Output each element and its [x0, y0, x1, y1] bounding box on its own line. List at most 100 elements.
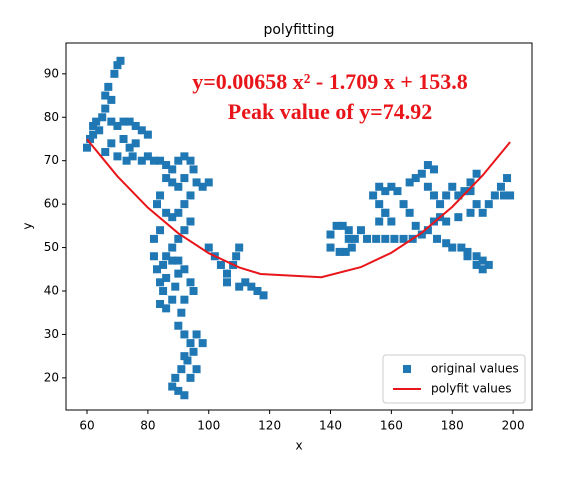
point — [149, 252, 158, 261]
point — [496, 182, 505, 191]
point — [472, 260, 481, 269]
point — [125, 143, 134, 152]
axes-frame — [65, 42, 533, 411]
x-tick-label: 140 — [319, 419, 342, 433]
point — [143, 130, 152, 139]
point — [189, 347, 198, 356]
point — [131, 121, 140, 130]
point — [110, 69, 119, 78]
point — [375, 217, 384, 226]
point — [180, 152, 189, 161]
point — [247, 282, 256, 291]
point — [472, 200, 481, 209]
point — [107, 95, 116, 104]
point — [168, 165, 177, 174]
point — [235, 243, 244, 252]
point — [381, 208, 390, 217]
point — [101, 148, 110, 157]
point — [149, 234, 158, 243]
point — [168, 256, 177, 265]
point — [159, 286, 168, 295]
point — [113, 61, 122, 70]
point — [499, 191, 508, 200]
point — [363, 234, 372, 243]
annotation: Peak value of y=74.92 — [228, 99, 432, 124]
point — [372, 234, 381, 243]
point — [472, 169, 481, 178]
legend-label: polyfit values — [431, 382, 512, 396]
legend-box — [382, 354, 526, 404]
x-axis-label: x — [295, 439, 302, 453]
point — [253, 286, 262, 295]
point — [478, 208, 487, 217]
point — [390, 234, 399, 243]
point — [125, 117, 134, 126]
point — [177, 308, 186, 317]
point — [168, 213, 177, 222]
point — [341, 247, 350, 256]
x-tick-label: 60 — [79, 419, 94, 433]
legend-label: original values — [431, 362, 519, 376]
x-tick-label: 180 — [441, 419, 464, 433]
point — [259, 291, 268, 300]
point — [466, 187, 475, 196]
point — [405, 178, 414, 187]
point — [417, 169, 426, 178]
point — [457, 243, 466, 252]
x-tick-label: 200 — [502, 419, 525, 433]
point — [411, 174, 420, 183]
point — [478, 265, 487, 274]
point — [478, 256, 487, 265]
point — [180, 295, 189, 304]
point — [95, 126, 104, 135]
point — [186, 278, 195, 287]
point — [347, 243, 356, 252]
x-tick-label: 100 — [197, 419, 220, 433]
point — [223, 269, 232, 278]
point — [326, 230, 335, 239]
point — [174, 269, 183, 278]
legend: original values polyfit values — [382, 354, 526, 404]
point — [177, 365, 186, 374]
point — [174, 321, 183, 330]
point — [387, 217, 396, 226]
y-tick-label: 70 — [44, 153, 59, 167]
point — [149, 156, 158, 165]
point — [350, 234, 359, 243]
point — [116, 56, 125, 65]
point — [153, 265, 162, 274]
y-tick-label: 20 — [44, 370, 59, 384]
point — [180, 226, 189, 235]
point — [162, 304, 171, 313]
point — [460, 187, 469, 196]
point — [433, 234, 442, 243]
point — [241, 278, 250, 287]
point — [107, 139, 116, 148]
point — [463, 247, 472, 256]
point — [89, 130, 98, 139]
point — [344, 234, 353, 243]
point — [235, 282, 244, 291]
chart-title: polyfitting — [263, 22, 334, 38]
point — [375, 182, 384, 191]
point — [171, 282, 180, 291]
point — [168, 295, 177, 304]
point — [168, 178, 177, 187]
point — [113, 152, 122, 161]
x-tick-label: 80 — [140, 419, 155, 433]
point — [338, 221, 347, 230]
point — [484, 200, 493, 209]
point — [423, 226, 432, 235]
point — [153, 200, 162, 209]
point — [332, 221, 341, 230]
point — [189, 165, 198, 174]
point — [89, 121, 98, 130]
point — [122, 156, 131, 165]
point — [442, 191, 451, 200]
point — [171, 373, 180, 382]
plot-area — [83, 56, 515, 400]
point — [186, 217, 195, 226]
point — [381, 234, 390, 243]
point — [204, 243, 213, 252]
